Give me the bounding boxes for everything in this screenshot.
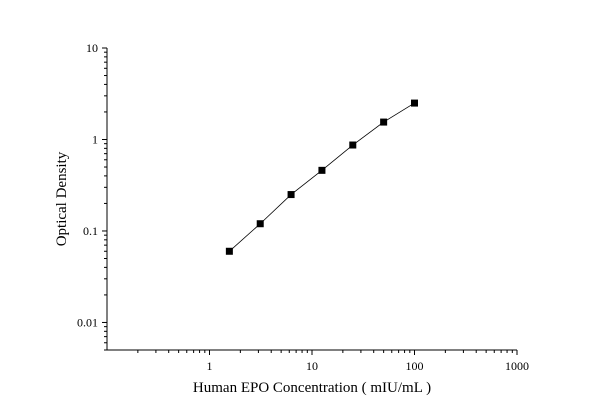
y-axis-title: Optical Density <box>54 151 70 246</box>
y-tick-label: 0.01 <box>77 315 98 329</box>
y-tick-labels: 0.01 0.1 1 10 <box>77 41 98 329</box>
x-axis-title: Human EPO Concentration ( mIU/mL ) <box>193 380 431 396</box>
data-point <box>411 99 418 107</box>
data-point <box>225 247 233 255</box>
axes <box>106 48 517 351</box>
data-point <box>256 220 264 228</box>
x-tick-label: 10 <box>306 359 318 373</box>
x-ticks <box>137 350 518 355</box>
x-tick-label: 100 <box>406 359 424 373</box>
data-point <box>318 166 326 174</box>
y-tick-label: 1 <box>92 132 98 146</box>
data-point <box>287 191 295 199</box>
data-point <box>349 141 357 149</box>
y-tick-label: 10 <box>86 41 98 55</box>
data-point <box>380 118 388 126</box>
y-tick-label: 0.1 <box>83 224 98 238</box>
y-ticks <box>102 47 107 351</box>
x-tick-label: 1 <box>207 359 213 373</box>
x-tick-label: 1000 <box>505 359 529 373</box>
series-points <box>225 99 418 255</box>
x-tick-labels: 1 10 100 1000 <box>207 359 530 373</box>
